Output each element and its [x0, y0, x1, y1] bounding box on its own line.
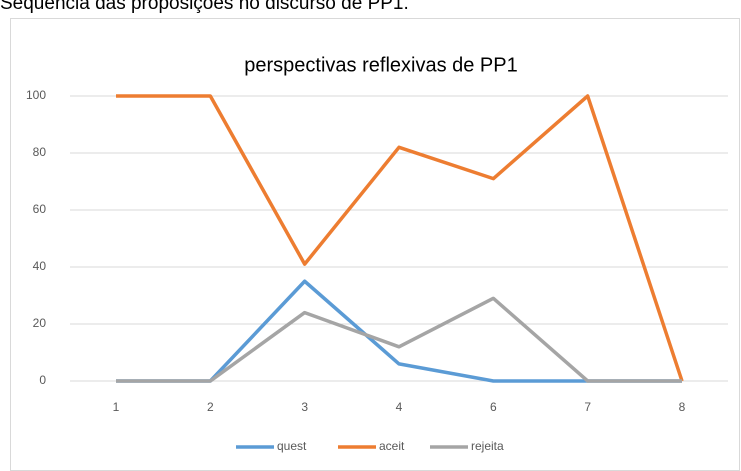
series-line [116, 296, 682, 383]
chart-frame [10, 18, 740, 471]
y-tick-label: 20 [33, 316, 47, 330]
x-tick-label: 3 [301, 400, 308, 414]
y-tick-label: 0 [39, 373, 46, 387]
x-tick-label: 2 [207, 400, 214, 414]
y-tick-label: 60 [33, 202, 47, 216]
series-line [116, 94, 684, 382]
y-tick-label: 80 [33, 145, 47, 159]
chart-title: perspectivas reflexivas de PP1 [244, 54, 517, 76]
x-tick-label: 7 [584, 400, 591, 414]
y-tick-label: 100 [26, 88, 46, 102]
legend-label: quest [277, 439, 307, 453]
legend-label: aceit [379, 439, 405, 453]
x-tick-label: 1 [113, 400, 120, 414]
x-tick-label: 4 [396, 400, 403, 414]
x-tick-label: 8 [679, 400, 686, 414]
caption: Sequência das proposições no discurso de… [0, 0, 409, 14]
legend-label: rejeita [471, 439, 504, 453]
y-tick-label: 40 [33, 259, 47, 273]
x-tick-label: 6 [490, 400, 497, 414]
